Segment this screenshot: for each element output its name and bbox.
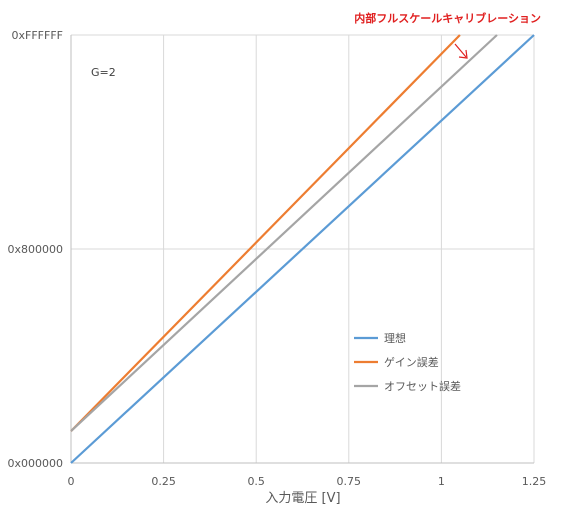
x-tick-label: 0.75: [337, 475, 362, 488]
x-tick-label: 1: [438, 475, 445, 488]
series-line: [70, 34, 461, 432]
series-lines: [70, 34, 535, 464]
callout-arrow-head: [458, 49, 468, 59]
legend-label: 理想: [384, 331, 406, 345]
y-tick-label: 0x800000: [8, 243, 64, 256]
callout-arrow-icon: [454, 43, 468, 59]
y-tick-label: 0xFFFFFF: [12, 29, 63, 42]
x-tick-label: 1.25: [522, 475, 547, 488]
axis: [70, 35, 534, 464]
x-tick-label: 0.25: [151, 475, 176, 488]
series-line: [70, 34, 498, 432]
callout-annotation: 内部フルスケールキャリブレーション: [354, 11, 541, 25]
gain-annotation: G=2: [91, 66, 116, 79]
x-tick-label: 0: [68, 475, 75, 488]
x-tick-label: 0.5: [247, 475, 265, 488]
series-line: [70, 34, 535, 464]
tick-labels: 0 0.25 0.5 0.75 1 1.25 0x000000 0x800000 0xFFFFF…: [8, 29, 547, 488]
x-axis-label: 入力電圧 [V]: [265, 491, 340, 506]
legend-label: オフセット誤差: [384, 379, 461, 393]
legend-label: ゲイン誤差: [384, 355, 439, 369]
callout-arrow-shaft: [454, 43, 467, 58]
y-tick-label: 0x000000: [8, 457, 64, 470]
